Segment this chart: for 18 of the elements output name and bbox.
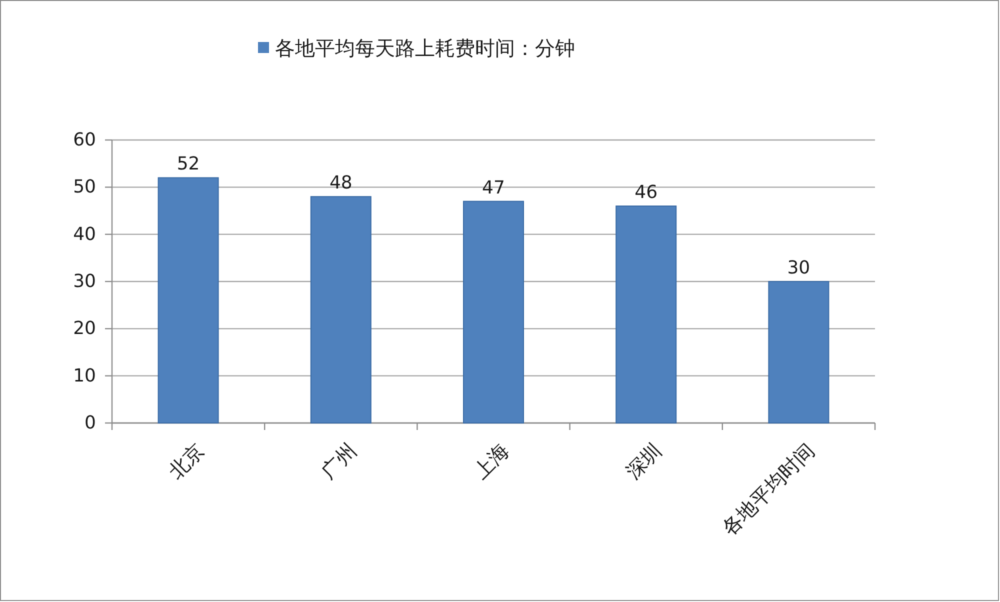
y-tick-label: 20 [73,318,96,340]
data-label: 47 [482,177,505,198]
y-tick-label: 0 [84,412,96,434]
data-label: 48 [329,172,352,194]
y-tick-label: 60 [73,130,96,150]
y-tick-label: 30 [73,271,96,292]
x-tick-label: 北京 [163,438,209,484]
data-label: 46 [634,182,658,204]
y-tick-label: 50 [73,176,96,198]
data-label: 30 [787,258,810,278]
x-tick-label: 上海 [468,438,514,484]
y-tick-label: 40 [73,224,96,245]
data-label: 52 [176,154,200,175]
y-tick-label: 10 [73,365,96,386]
x-tick-label: 广州 [316,438,362,484]
legend: 各地平均每天路上耗费时间：分钟 [258,36,575,60]
x-tick-label: 各地平均时间 [717,438,819,540]
x-tick-label: 深圳 [621,438,666,484]
